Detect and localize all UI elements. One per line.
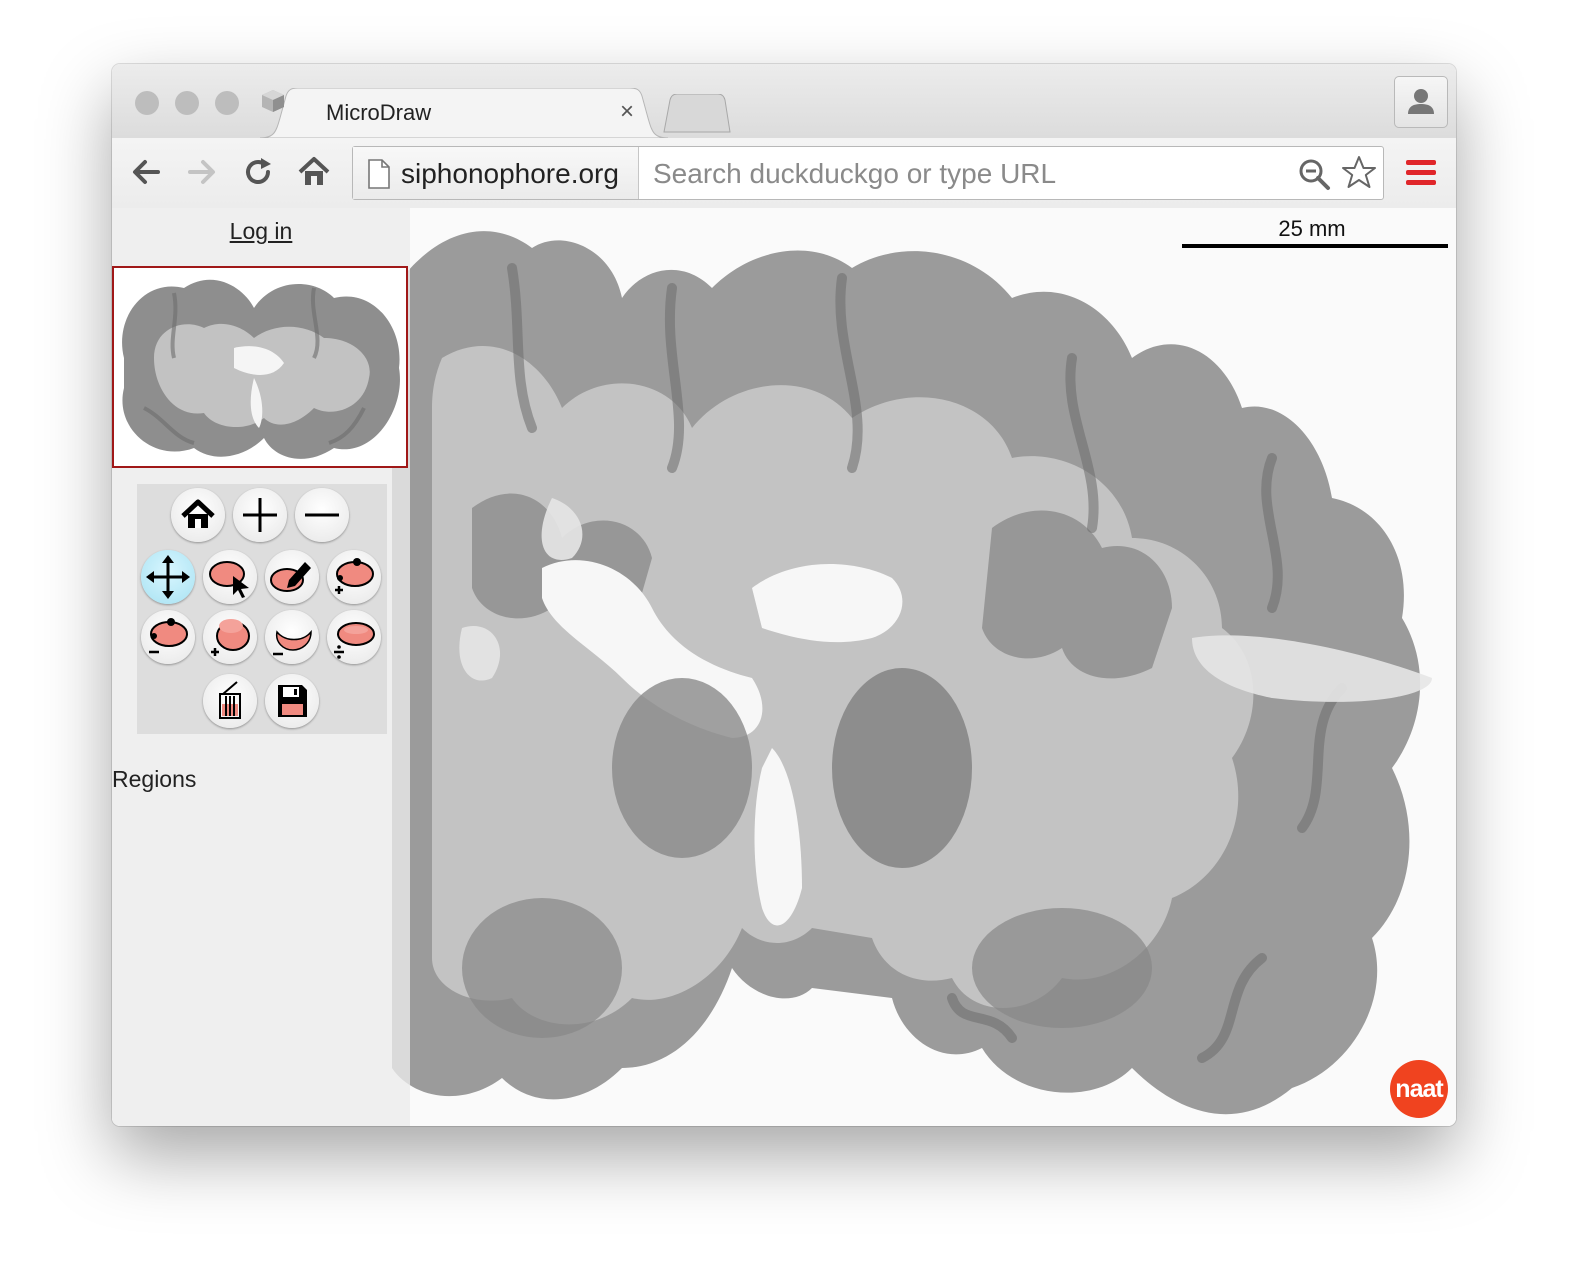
title-bar: MicroDraw × xyxy=(112,64,1456,138)
add-region-button[interactable] xyxy=(203,610,257,664)
site-chip[interactable]: siphonophore.org xyxy=(353,147,639,199)
delete-point-button[interactable] xyxy=(141,610,195,664)
reload-icon[interactable] xyxy=(240,154,276,190)
tab-title: MicroDraw xyxy=(326,100,432,125)
move-arrows-icon xyxy=(146,555,190,599)
zoom-in-button[interactable] xyxy=(233,488,287,542)
site-domain: siphonophore.org xyxy=(401,158,619,189)
draw-region-button[interactable] xyxy=(265,550,319,604)
page-icon xyxy=(368,159,390,189)
navigate-tool-button[interactable] xyxy=(141,550,195,604)
url-input[interactable] xyxy=(651,153,1275,195)
add-point-button[interactable] xyxy=(327,550,381,604)
scale-bar xyxy=(1182,244,1448,248)
browser-window: MicroDraw × xyxy=(112,64,1456,1126)
profile-button[interactable] xyxy=(1394,76,1448,128)
home-icon xyxy=(181,499,215,528)
select-region-button[interactable] xyxy=(203,550,257,604)
browser-tab[interactable]: MicroDraw × xyxy=(260,88,668,138)
region-draw-icon xyxy=(270,562,311,592)
tab-close-button[interactable]: × xyxy=(620,98,635,125)
scale-bar-label: 25 mm xyxy=(1278,216,1346,241)
subtract-region-icon xyxy=(273,629,312,656)
login-link[interactable]: Log in xyxy=(229,218,293,244)
star-icon[interactable] xyxy=(1341,155,1377,191)
browser-toolbar: siphonophore.org xyxy=(112,138,1456,209)
delete-region-button[interactable] xyxy=(203,674,257,728)
zoom-window-button[interactable] xyxy=(215,91,239,115)
search-icon[interactable] xyxy=(1297,157,1331,191)
add-point-icon xyxy=(335,558,374,594)
arrow-left-icon[interactable] xyxy=(128,154,164,190)
hamburger-menu-icon[interactable] xyxy=(1404,156,1438,190)
split-region-icon xyxy=(334,622,375,659)
floppy-disk-icon xyxy=(278,685,307,717)
home-tool-button[interactable] xyxy=(171,488,225,542)
minimize-window-button[interactable] xyxy=(175,91,199,115)
address-bar[interactable]: siphonophore.org xyxy=(352,146,1384,200)
region-select-icon xyxy=(209,561,249,598)
sidebar: Log in xyxy=(112,208,410,1126)
plus-icon xyxy=(243,498,277,532)
close-window-button[interactable] xyxy=(135,91,159,115)
navigator-brain-image xyxy=(114,268,406,466)
brand-badge[interactable]: naat xyxy=(1390,1060,1448,1118)
new-tab-button[interactable] xyxy=(662,94,732,134)
add-region-icon xyxy=(211,619,250,656)
save-button[interactable] xyxy=(265,674,319,728)
trash-icon xyxy=(219,681,241,719)
cube-favicon-icon xyxy=(262,90,284,112)
tool-panel xyxy=(137,484,387,734)
subtract-region-button[interactable] xyxy=(265,610,319,664)
arrow-right-icon[interactable] xyxy=(184,154,220,190)
zoom-out-button[interactable] xyxy=(295,488,349,542)
person-icon xyxy=(1408,89,1434,114)
split-region-button[interactable] xyxy=(327,610,381,664)
viewer-area[interactable]: Log in xyxy=(112,208,1456,1126)
delete-point-icon xyxy=(149,618,188,654)
home-icon[interactable] xyxy=(296,154,332,190)
regions-heading: Regions xyxy=(112,766,197,792)
navigator-thumbnail[interactable] xyxy=(112,266,408,468)
minus-icon xyxy=(305,513,339,517)
